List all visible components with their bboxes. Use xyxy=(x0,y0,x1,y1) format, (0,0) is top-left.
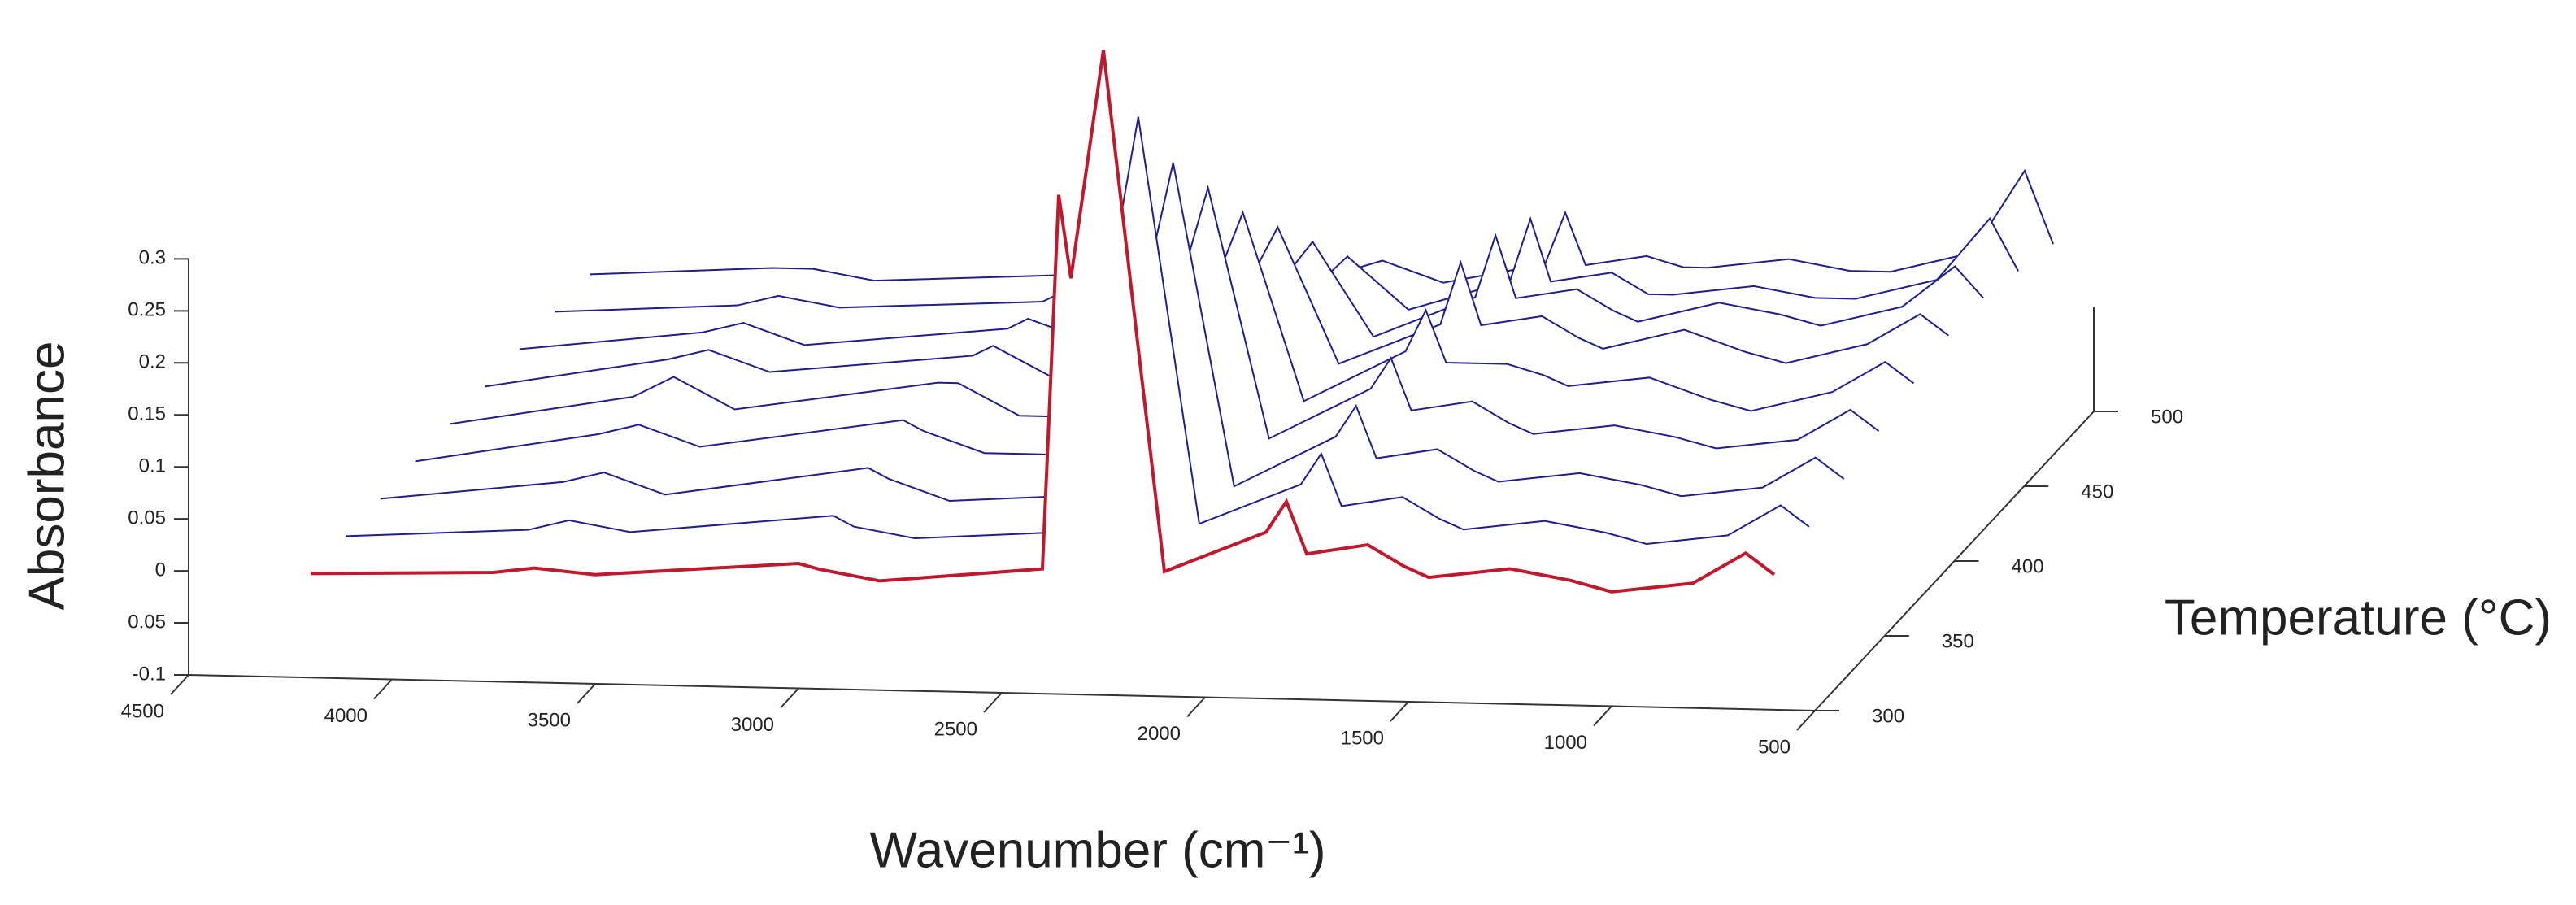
x-tick-label: 4500 xyxy=(121,700,164,722)
row-mask xyxy=(380,162,1844,535)
spectrum-line xyxy=(485,225,1949,388)
z-tick-label: 300 xyxy=(1872,705,1904,727)
row-mask xyxy=(415,187,1879,498)
x-tick xyxy=(1796,710,1816,731)
x-tick-label: 2000 xyxy=(1138,723,1181,745)
y-tick-label: 0.05 xyxy=(128,611,166,633)
x-tick-label: 1500 xyxy=(1341,727,1384,749)
y-tick-label: 0.2 xyxy=(139,351,166,373)
x-tick-label: 500 xyxy=(1758,736,1791,758)
x-tick xyxy=(1593,705,1612,727)
y-axis-label: Absorbance xyxy=(19,342,75,611)
x-tick xyxy=(1186,696,1206,718)
y-tick-label: 0.25 xyxy=(128,299,166,321)
x-tick xyxy=(983,692,1003,713)
x-tick xyxy=(1390,701,1409,722)
spectrum-line xyxy=(380,162,1845,503)
x-tick-label: 3000 xyxy=(731,714,774,736)
row-mask xyxy=(590,170,2053,310)
y-tick-label: 0 xyxy=(155,559,166,581)
row-mask xyxy=(485,227,1949,422)
z-tick-label: 350 xyxy=(1942,630,1974,652)
x-tick xyxy=(170,674,189,695)
row-mask xyxy=(555,218,2019,347)
z-tick-label: 400 xyxy=(2012,555,2044,577)
z-tick-label: 500 xyxy=(2151,406,2183,428)
spectrum-line xyxy=(415,184,1880,463)
y-tick-label: 0.1 xyxy=(139,455,166,477)
x-tick-label: 1000 xyxy=(1544,732,1587,754)
x-tick xyxy=(577,683,596,704)
x-tick-label: 3500 xyxy=(528,709,571,731)
x-tick-label: 4000 xyxy=(324,705,368,727)
spectrum-line xyxy=(310,50,1776,594)
y-tick-label: 0.3 xyxy=(139,247,166,269)
x-tick xyxy=(780,687,799,709)
spectrum-line xyxy=(450,210,1915,425)
spectrum-line xyxy=(345,116,1810,546)
x-tick xyxy=(373,678,393,700)
y-tick-label: 0.15 xyxy=(128,403,166,425)
z-tick-label: 450 xyxy=(2081,481,2113,503)
y-tick-label: -0.1 xyxy=(133,663,166,685)
y-tick-label: 0.05 xyxy=(128,507,166,529)
x-tick-label: 2500 xyxy=(934,718,977,740)
z-axis-label: Temperature (°C) xyxy=(2165,590,2552,646)
row-mask xyxy=(450,212,1914,459)
x-axis-label: Wavenumber (cm⁻¹) xyxy=(870,822,1326,878)
